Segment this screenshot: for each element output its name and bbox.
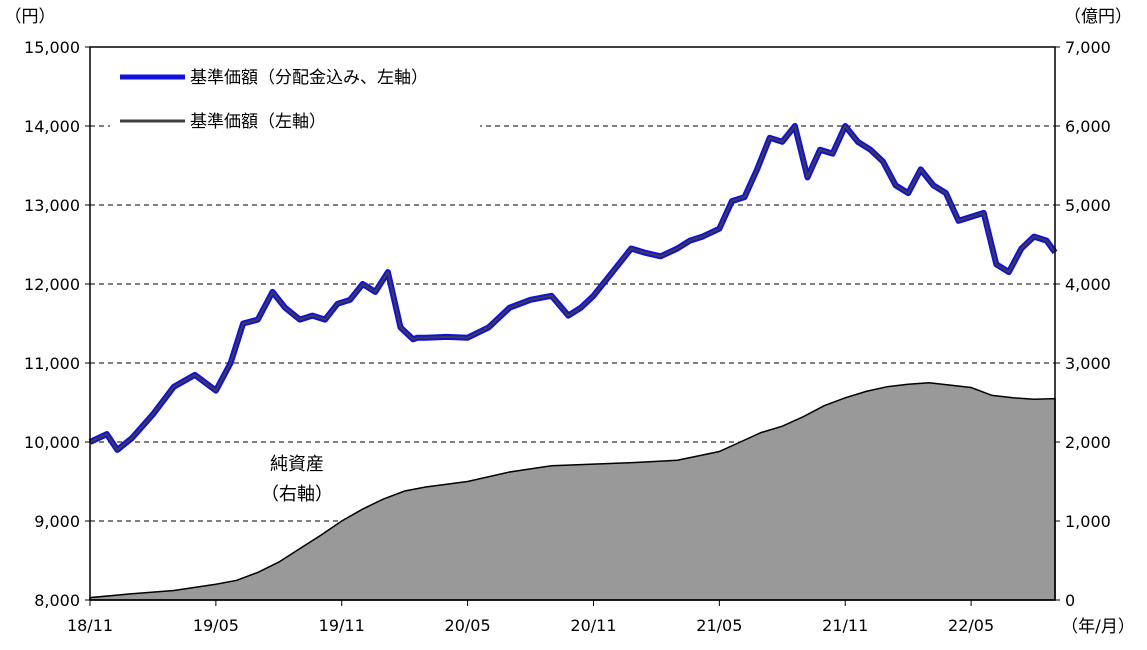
x-tick-label: 20/05	[445, 616, 491, 635]
x-tick-label: 21/05	[696, 616, 742, 635]
left-tick-label: 8,000	[34, 591, 80, 610]
x-tick-label: 19/11	[319, 616, 365, 635]
left-tick-label: 9,000	[34, 512, 80, 531]
net-assets-annotation-line1: 純資産	[270, 454, 324, 475]
right-tick-label: 1,000	[1065, 512, 1111, 531]
right-tick-label: 5,000	[1065, 196, 1111, 215]
left-tick-label: 10,000	[24, 433, 80, 452]
legend-label-nav-dividend: 基準価額（分配金込み、左軸）	[190, 68, 428, 88]
net-assets-area	[89, 382, 1056, 601]
x-tick-label: 19/05	[193, 616, 239, 635]
x-axis-ticks: 18/11 19/05 19/11 20/05 20/11 21/05 21/11 22/05	[67, 600, 994, 635]
left-tick-label: 14,000	[24, 117, 80, 136]
left-axis-ticks: 8,000 9,000 10,000 11,000 12,000 13,000 14,000…	[24, 38, 90, 610]
nav-lines-layer	[88, 123, 1058, 453]
x-tick-label: 18/11	[67, 616, 113, 635]
left-tick-label: 15,000	[24, 38, 80, 57]
nav-line	[89, 125, 1056, 451]
right-axis-unit: （億円）	[1064, 7, 1132, 27]
x-tick-label: 20/11	[570, 616, 616, 635]
legend-background	[110, 60, 480, 142]
right-tick-label: 6,000	[1065, 117, 1111, 136]
right-tick-label: 2,000	[1065, 433, 1111, 452]
right-tick-label: 7,000	[1065, 38, 1111, 57]
legend-label-nav: 基準価額（左軸）	[190, 112, 326, 132]
x-tick-label: 22/05	[948, 616, 994, 635]
plot-area-frame	[89, 46, 1056, 601]
right-tick-label: 0	[1065, 591, 1075, 610]
left-tick-label: 11,000	[24, 354, 80, 373]
net-assets-area-layer	[89, 382, 1056, 601]
right-tick-label: 4,000	[1065, 275, 1111, 294]
x-tick-label: 21/11	[822, 616, 868, 635]
right-tick-label: 3,000	[1065, 354, 1111, 373]
x-axis-unit: （年/月）	[1061, 617, 1135, 637]
left-axis-unit: （円）	[5, 7, 56, 27]
legend: 基準価額（分配金込み、左軸） 基準価額（左軸）	[110, 60, 480, 142]
left-tick-label: 12,000	[24, 275, 80, 294]
net-assets-annotation-line2: （右軸）	[261, 484, 333, 505]
left-tick-label: 13,000	[24, 196, 80, 215]
right-axis-ticks: 0 1,000 2,000 3,000 4,000 5,000 6,000 7,000	[1055, 38, 1111, 610]
